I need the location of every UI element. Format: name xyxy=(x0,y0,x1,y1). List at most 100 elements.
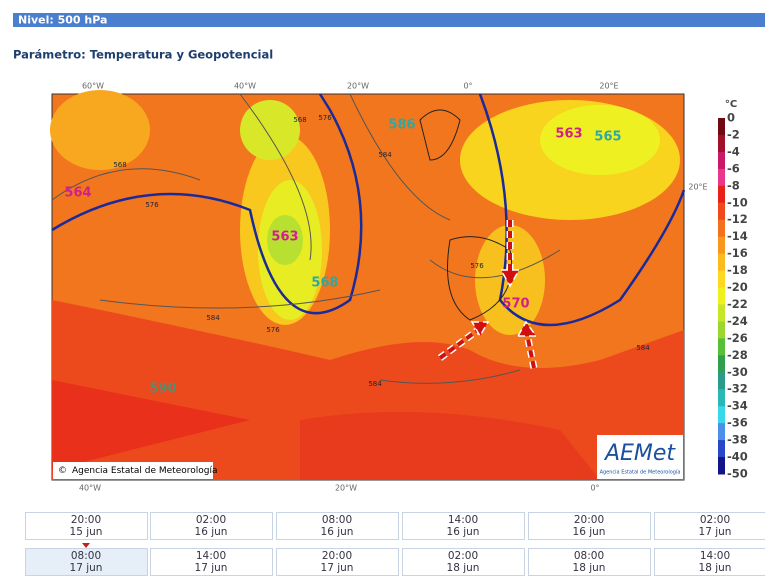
legend-swatch xyxy=(718,168,725,187)
legend-swatch xyxy=(718,185,725,204)
legend-label: 0 xyxy=(727,111,735,125)
legend-swatch xyxy=(718,338,725,356)
legend-swatch xyxy=(718,423,725,441)
legend-swatch xyxy=(718,134,725,153)
legend-swatch xyxy=(718,151,725,170)
legend-label: -12 xyxy=(727,212,748,226)
time-label: 02:00 xyxy=(700,514,730,526)
date-label: 17 jun xyxy=(195,562,228,574)
arrows xyxy=(437,220,538,369)
legend-swatch xyxy=(718,202,725,221)
time-cell[interactable] xyxy=(276,548,399,576)
legend-unit: °C xyxy=(725,99,737,110)
legend-swatch xyxy=(718,372,725,390)
time-cell[interactable] xyxy=(150,548,273,576)
legend-label: -10 xyxy=(727,195,748,209)
time-cell[interactable] xyxy=(528,548,651,576)
center-label: 564 xyxy=(64,186,91,201)
center-label: 568 xyxy=(311,276,338,291)
legend-label: -6 xyxy=(727,161,740,175)
date-label: 16 jun xyxy=(447,526,480,538)
legend-swatch xyxy=(718,406,725,424)
center-label: 565 xyxy=(594,130,621,145)
time-label: 14:00 xyxy=(448,514,478,526)
center-label: 570 xyxy=(502,297,529,312)
date-label: 17 jun xyxy=(699,526,732,538)
time-cell[interactable] xyxy=(276,512,399,540)
legend-label: -40 xyxy=(727,450,748,464)
logo-subtitle: Agencia Estatal de Meteorología xyxy=(600,469,681,476)
legend-swatch xyxy=(718,457,725,475)
legend-label: -50 xyxy=(727,467,748,481)
time-label: 08:00 xyxy=(71,550,101,562)
legend-label: -20 xyxy=(727,280,748,294)
legend-swatch xyxy=(718,118,725,136)
legend-swatch xyxy=(718,304,725,322)
top-axis-label: 20°W xyxy=(347,82,369,91)
date-label: 17 jun xyxy=(321,562,354,574)
parameter-title: Parámetro: Temperatura y Geopotencial xyxy=(13,48,273,62)
legend-swatch xyxy=(718,389,725,407)
copyright-symbol: © xyxy=(58,466,67,476)
time-cell[interactable] xyxy=(654,548,765,576)
legend-label: -24 xyxy=(727,314,748,328)
date-label: 15 jun xyxy=(70,526,103,538)
bottom-axis-label: 0° xyxy=(590,484,599,493)
top-axis-label: 60°W xyxy=(82,82,104,91)
time-label: 08:00 xyxy=(322,514,352,526)
date-label: 18 jun xyxy=(699,562,732,574)
legend-swatch xyxy=(718,219,725,238)
date-label: 16 jun xyxy=(573,526,606,538)
time-label: 14:00 xyxy=(700,550,730,562)
right-axis-label: 20°E xyxy=(688,183,707,192)
legend-label: -8 xyxy=(727,178,740,192)
bottom-axis-label: 40°W xyxy=(79,484,101,493)
time-cell[interactable] xyxy=(25,548,148,576)
legend-label: -18 xyxy=(727,263,748,277)
level-bar xyxy=(13,13,765,27)
time-label: 14:00 xyxy=(196,550,226,562)
legend-label: -14 xyxy=(727,229,748,243)
top-axis-label: 0° xyxy=(463,82,472,91)
date-label: 18 jun xyxy=(447,562,480,574)
legend-label: -26 xyxy=(727,331,748,345)
time-cell[interactable] xyxy=(150,512,273,540)
time-cell[interactable] xyxy=(654,512,765,540)
date-label: 16 jun xyxy=(321,526,354,538)
legend-swatch xyxy=(718,253,725,272)
bottom-axis-label: 20°W xyxy=(335,484,357,493)
time-cell[interactable] xyxy=(528,512,651,540)
legend-label: -30 xyxy=(727,365,748,379)
top-axis-label: 40°W xyxy=(234,82,256,91)
time-cell[interactable] xyxy=(402,512,525,540)
legend-label: -4 xyxy=(727,144,740,158)
date-label: 18 jun xyxy=(573,562,606,574)
contour-label: 568 xyxy=(113,161,126,169)
date-label: 16 jun xyxy=(195,526,228,538)
logo: AEMet xyxy=(603,441,676,466)
legend-label: -16 xyxy=(727,246,748,260)
map-credit: Agencia Estatal de Meteorología xyxy=(72,466,218,476)
legend-label: -34 xyxy=(727,399,748,413)
legend-label: -22 xyxy=(727,297,748,311)
time-cell[interactable] xyxy=(402,548,525,576)
center-label: 563 xyxy=(271,230,298,245)
legend-label: -2 xyxy=(727,127,740,141)
legend-swatch xyxy=(718,287,725,305)
contour-label: 576 xyxy=(145,201,159,209)
time-label: 20:00 xyxy=(71,514,101,526)
map: © Agencia Estatal de Meteorología AEMet … xyxy=(50,90,686,481)
center-label: 590 xyxy=(149,382,176,397)
selected-marker xyxy=(82,543,90,548)
legend-swatch xyxy=(718,355,725,373)
level-title: Nivel: 500 hPa xyxy=(18,14,107,27)
time-label: 20:00 xyxy=(322,550,352,562)
time-label: 02:00 xyxy=(196,514,226,526)
time-label: 20:00 xyxy=(574,514,604,526)
top-axis-label: 20°E xyxy=(599,82,618,91)
contour-label: 576 xyxy=(266,326,280,334)
time-cell[interactable] xyxy=(25,512,148,540)
contour-label: 584 xyxy=(378,151,392,159)
